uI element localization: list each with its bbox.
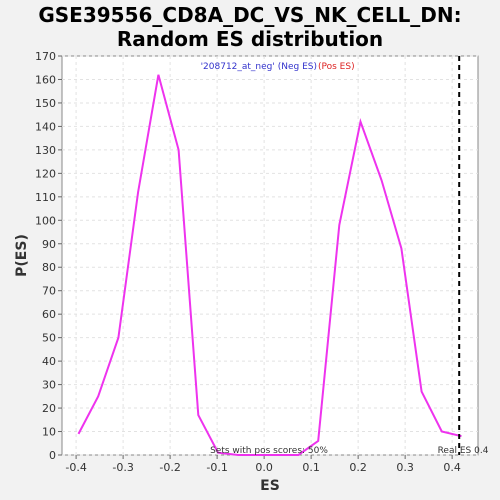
y-tick-label: 20	[42, 402, 56, 415]
y-tick-label: 10	[42, 426, 56, 439]
x-tick-label: -0.3	[112, 461, 133, 474]
x-tick-label: -0.1	[206, 461, 227, 474]
y-tick-label: 120	[35, 167, 56, 180]
x-tick-label: -0.4	[65, 461, 86, 474]
y-tick-label: 50	[42, 332, 56, 345]
x-tick-label: 0.1	[302, 461, 320, 474]
legend-neg-es: '208712_at_neg' (Neg ES)	[201, 62, 317, 72]
x-tick-label: 0.2	[349, 461, 367, 474]
x-axis-label: ES	[260, 478, 280, 494]
y-tick-label: 130	[35, 144, 56, 157]
y-tick-label: 70	[42, 285, 56, 298]
legend-pos-es: (Pos ES)	[318, 62, 355, 72]
x-tick-label: 0.0	[255, 461, 273, 474]
y-tick-label: 60	[42, 308, 56, 321]
y-tick-label: 40	[42, 355, 56, 368]
x-tick-label: -0.2	[159, 461, 180, 474]
y-tick-label: 80	[42, 261, 56, 274]
x-tick-label: 0.3	[396, 461, 414, 474]
y-tick-label: 160	[35, 73, 56, 86]
y-tick-label: 150	[35, 97, 56, 110]
y-tick-label: 110	[35, 191, 56, 204]
y-tick-label: 30	[42, 379, 56, 392]
pos-scores-annotation: Sets with pos scores: 50%	[210, 446, 328, 456]
y-tick-label: 0	[49, 449, 56, 462]
x-tick-label: 0.4	[443, 461, 461, 474]
y-axis-label: P(ES)	[14, 234, 30, 277]
y-tick-label: 90	[42, 238, 56, 251]
y-tick-label: 140	[35, 120, 56, 133]
real-es-label: Real ES 0.4	[438, 446, 489, 456]
plot-area	[62, 56, 478, 455]
y-tick-label: 170	[35, 50, 56, 63]
y-tick-label: 100	[35, 214, 56, 227]
